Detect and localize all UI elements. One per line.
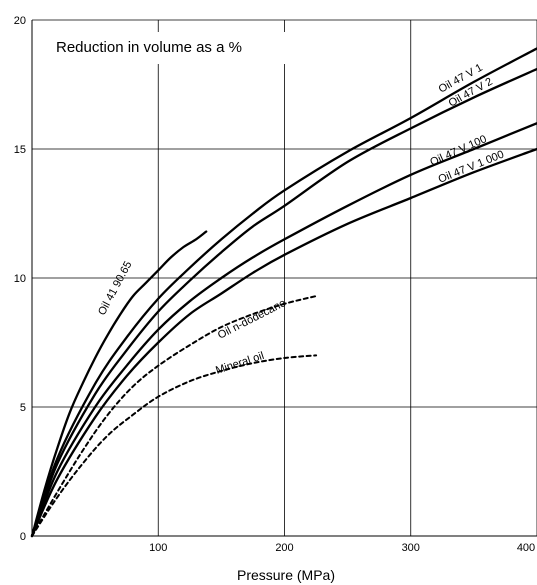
- series-line-oil-47-v-1: [30, 47, 537, 538]
- y-tick-label: 10: [14, 273, 26, 285]
- grid-lines: [31, 19, 537, 537]
- x-tick-label: 100: [149, 542, 167, 554]
- y-tick-label: 0: [20, 531, 26, 543]
- x-tick-label: 200: [275, 542, 293, 554]
- y-tick-label: 20: [14, 15, 26, 27]
- annotation-text: Reduction in volume as a %: [56, 39, 242, 56]
- annotation-box: [46, 32, 286, 64]
- series-line-oil-47-v-1000: [30, 147, 537, 538]
- tick-labels: 100 200 300 400 0 5 10 15 20: [14, 15, 535, 554]
- series-line-oil-n-dodecane: [31, 295, 318, 537]
- series-line-oil-47-v-2: [30, 67, 537, 538]
- y-tick-label: 15: [14, 144, 26, 156]
- data-series: [30, 47, 537, 538]
- x-tick-label: 300: [402, 542, 420, 554]
- x-axis-label: Pressure (MPa): [237, 567, 335, 583]
- x-tick-label: 400: [517, 542, 535, 554]
- series-line-mineral-oil: [31, 354, 318, 537]
- series-label-oil-41-90-65: Oil 41 90.65: [96, 259, 134, 317]
- y-tick-label: 5: [20, 402, 26, 414]
- series-line-oil-47-v-100: [30, 122, 537, 538]
- series-line-oil-41-90-65: [30, 230, 208, 538]
- series-label-oil-n-dodecane: Oil n-dodecane: [216, 297, 288, 342]
- series-label-mineral-oil: Mineral oil: [214, 350, 265, 377]
